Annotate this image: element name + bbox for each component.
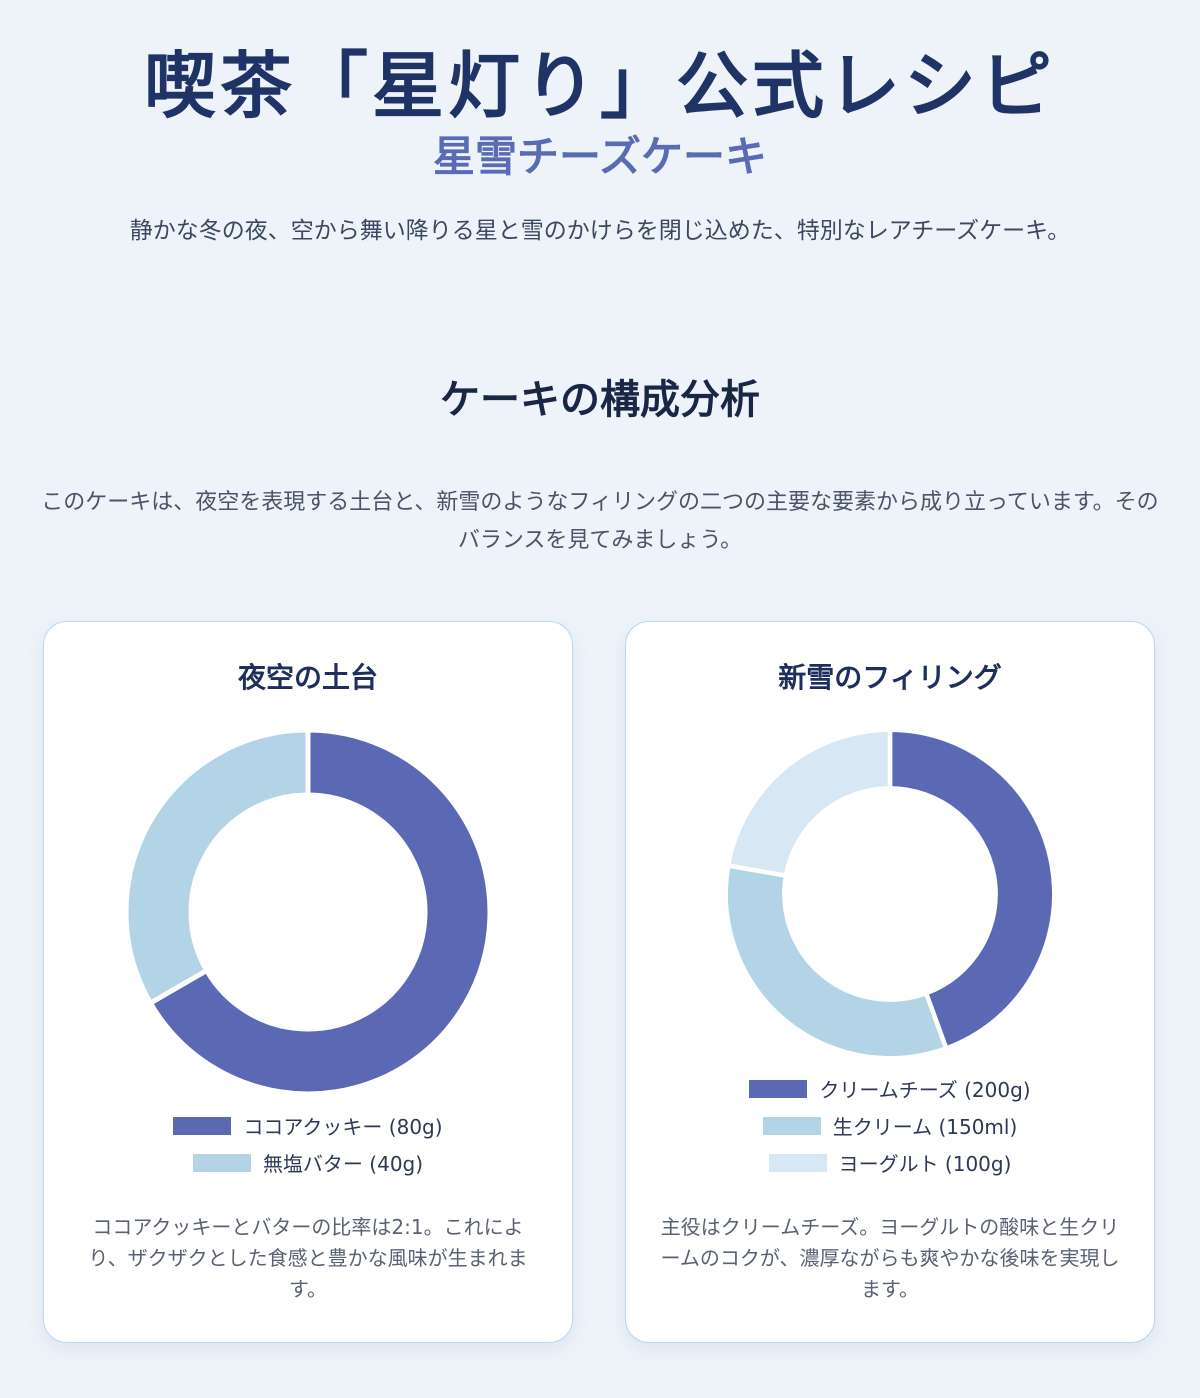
base-donut-chart — [123, 727, 493, 1097]
base-card: 夜空の土台 ココアクッキー (80g) 無塩バター (40g) ココアクッキーとバ… — [43, 621, 573, 1343]
donut-slice-2 — [123, 727, 311, 1007]
legend-swatch — [749, 1079, 808, 1098]
filling-legend: クリームチーズ (200g) 生クリーム (150ml) ヨーグルト (100g) — [626, 1070, 1154, 1181]
legend-item[interactable]: ヨーグルト (100g) — [626, 1144, 1154, 1181]
legend-label: クリームチーズ (200g) — [819, 1078, 1031, 1102]
donut-slice-1 — [146, 727, 493, 1097]
legend-swatch — [192, 1153, 251, 1172]
intro-text: 静かな冬の夜、空から舞い降りる星と雪のかけらを閉じ込めた、特別なレアチーズケーキ… — [129, 218, 1071, 244]
legend-item[interactable]: クリームチーズ (200g) — [626, 1070, 1154, 1107]
donut-slice-3 — [725, 727, 893, 879]
legend-label: ヨーグルト (100g) — [838, 1152, 1012, 1176]
legend-item[interactable]: ココアクッキー (80g) — [44, 1107, 572, 1144]
legend-label: ココアクッキー (80g) — [243, 1115, 443, 1139]
filling-card-note: 主役はクリームチーズ。ヨーグルトの酸味と生クリームのコクが、濃厚ながらも爽やかな… — [660, 1215, 1120, 1301]
filling-card: 新雪のフィリング クリームチーズ (200g) 生クリーム (150ml) ヨーグル… — [625, 621, 1155, 1343]
base-legend: ココアクッキー (80g) 無塩バター (40g) — [44, 1107, 572, 1181]
legend-swatch — [768, 1153, 827, 1172]
legend-item[interactable]: 無塩バター (40g) — [44, 1144, 572, 1181]
legend-label: 無塩バター (40g) — [262, 1152, 424, 1176]
section-title: ケーキの構成分析 — [440, 376, 760, 423]
section-intro: このケーキは、夜空を表現する土台と、新雪のようなフィリングの二つの主要な要素から… — [41, 490, 1159, 553]
legend-label: 生クリーム (150ml) — [832, 1115, 1018, 1139]
base-card-note: ココアクッキーとバターの比率は2:1。これにより、ザクザクとした食感と豊かな風味… — [88, 1215, 528, 1301]
page-subtitle: 星雪チーズケーキ — [433, 132, 767, 181]
filling-card-title: 新雪のフィリング — [778, 661, 1002, 694]
donut-slice-1 — [887, 727, 1057, 1052]
donut-slice-2 — [723, 862, 950, 1061]
filling-donut-chart — [723, 727, 1057, 1061]
page-title: 喫茶「星灯り」公式レシピ — [143, 43, 1056, 128]
base-card-title: 夜空の土台 — [237, 661, 378, 694]
legend-swatch — [173, 1116, 232, 1135]
legend-swatch — [762, 1116, 821, 1135]
legend-item[interactable]: 生クリーム (150ml) — [626, 1107, 1154, 1144]
